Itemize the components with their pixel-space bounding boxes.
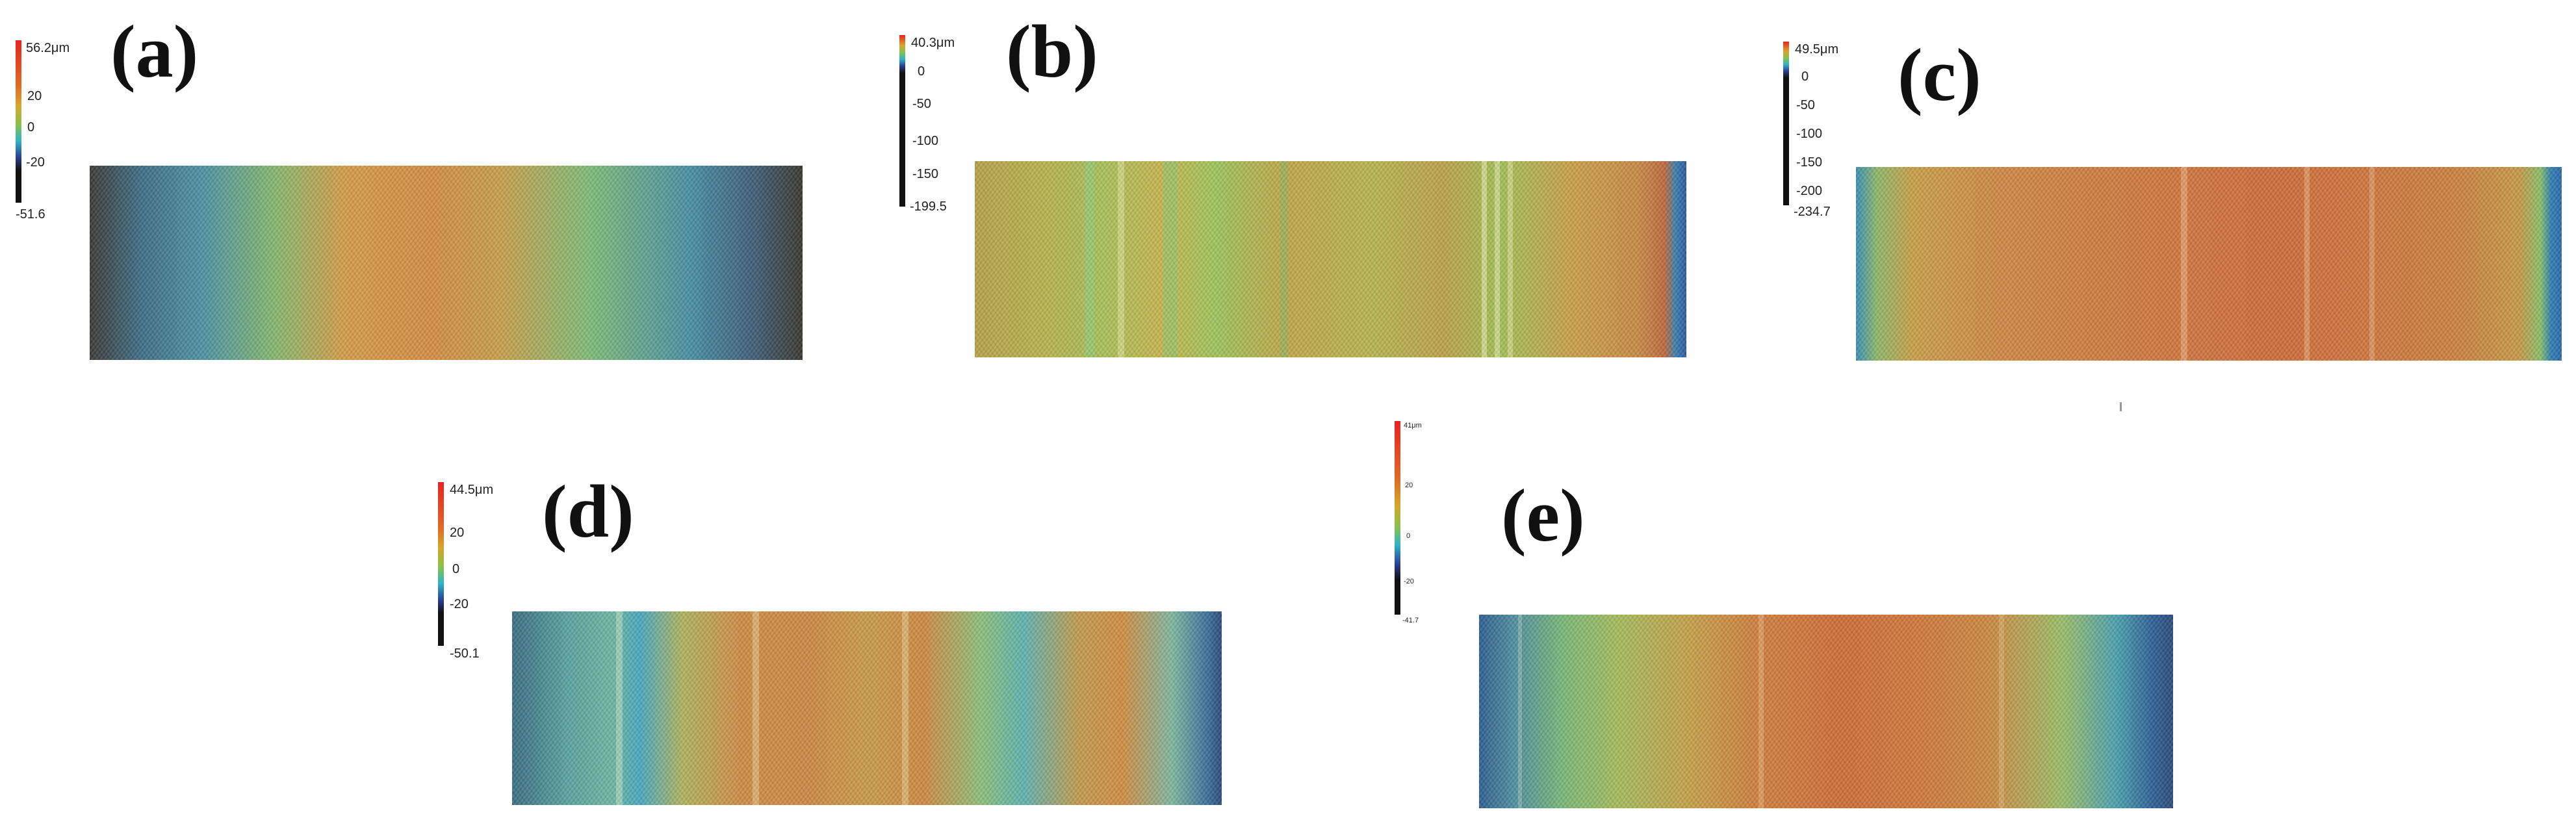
colorbar-min-label: -234.7 bbox=[1794, 205, 1831, 219]
streak bbox=[1482, 161, 1487, 357]
colorbar-gradient bbox=[1395, 421, 1400, 615]
streak bbox=[2304, 167, 2310, 361]
colorbar-tick: -150 bbox=[912, 167, 939, 181]
surface-texture bbox=[975, 161, 1686, 357]
colorbar-tick: 20 bbox=[1405, 481, 1413, 489]
streak bbox=[1508, 161, 1513, 357]
panel-label: (e) bbox=[1501, 474, 1585, 557]
streak bbox=[1999, 615, 2004, 808]
surface-texture bbox=[90, 166, 803, 360]
surface-map bbox=[975, 161, 1686, 357]
colorbar-max-label: 40.3μm bbox=[911, 36, 955, 50]
colorbar-tick: -20 bbox=[26, 155, 45, 170]
colorbar-max-label: 44.5μm bbox=[450, 483, 494, 497]
colorbar-gradient bbox=[16, 40, 21, 203]
colorbar-max-label: 56.2μm bbox=[26, 41, 70, 55]
colorbar-tick: -200 bbox=[1796, 184, 1823, 198]
colorbar-tick: -50 bbox=[1796, 98, 1815, 112]
colorbar-tick: -150 bbox=[1796, 155, 1823, 170]
streak bbox=[616, 611, 623, 805]
colorbar-tick: 0 bbox=[452, 562, 460, 576]
colorbar-tick: -100 bbox=[912, 134, 939, 148]
colorbar bbox=[1783, 42, 1789, 205]
colorbar-tick: 20 bbox=[450, 526, 465, 540]
streak bbox=[753, 611, 759, 805]
streak bbox=[1495, 161, 1500, 357]
streak bbox=[902, 611, 908, 805]
streak bbox=[1758, 615, 1764, 808]
colorbar-min-label: -51.6 bbox=[16, 207, 45, 222]
streak bbox=[2181, 167, 2187, 361]
surface-map bbox=[1856, 167, 2562, 361]
surface-texture bbox=[512, 611, 1222, 805]
colorbar-tick: 0 bbox=[27, 120, 35, 134]
colorbar-tick: 20 bbox=[27, 89, 42, 103]
panel-label: (b) bbox=[1006, 10, 1098, 94]
streak bbox=[2369, 167, 2375, 361]
colorbar bbox=[899, 35, 905, 207]
colorbar bbox=[16, 40, 21, 203]
colorbar-min-label: -50.1 bbox=[450, 646, 480, 661]
colorbar-max-label: 49.5μm bbox=[1795, 42, 1839, 57]
colorbar-gradient bbox=[1783, 42, 1789, 205]
stray-mark bbox=[2120, 402, 2122, 411]
colorbar-tick: 0 bbox=[1406, 532, 1411, 540]
surface-map bbox=[1479, 615, 2173, 808]
colorbar-tick: -100 bbox=[1796, 127, 1823, 141]
streak bbox=[1280, 161, 1288, 357]
colorbar-max-label: 41μm bbox=[1404, 422, 1422, 429]
streak bbox=[1163, 161, 1178, 357]
surface-texture bbox=[1856, 167, 2562, 361]
panel-label: (a) bbox=[110, 10, 199, 94]
colorbar-min-label: -41.7 bbox=[1402, 617, 1419, 624]
surface-map bbox=[90, 166, 803, 360]
panel-label: (d) bbox=[542, 470, 634, 554]
colorbar-gradient bbox=[438, 482, 444, 646]
panel-label: (c) bbox=[1898, 34, 1981, 117]
colorbar-tick: -20 bbox=[1404, 578, 1414, 585]
colorbar-min-label: -199.5 bbox=[910, 199, 947, 214]
colorbar-gradient bbox=[899, 35, 905, 207]
streak bbox=[1118, 161, 1124, 357]
colorbar-tick: 0 bbox=[918, 64, 925, 79]
streak bbox=[1085, 161, 1094, 357]
colorbar-tick: -20 bbox=[450, 597, 469, 611]
surface-map bbox=[512, 611, 1222, 805]
colorbar-tick: -50 bbox=[912, 97, 931, 111]
surface-texture bbox=[1479, 615, 2173, 808]
colorbar bbox=[1395, 421, 1400, 615]
streak bbox=[1518, 615, 1522, 808]
colorbar bbox=[438, 482, 444, 646]
colorbar-tick: 0 bbox=[1801, 70, 1809, 84]
